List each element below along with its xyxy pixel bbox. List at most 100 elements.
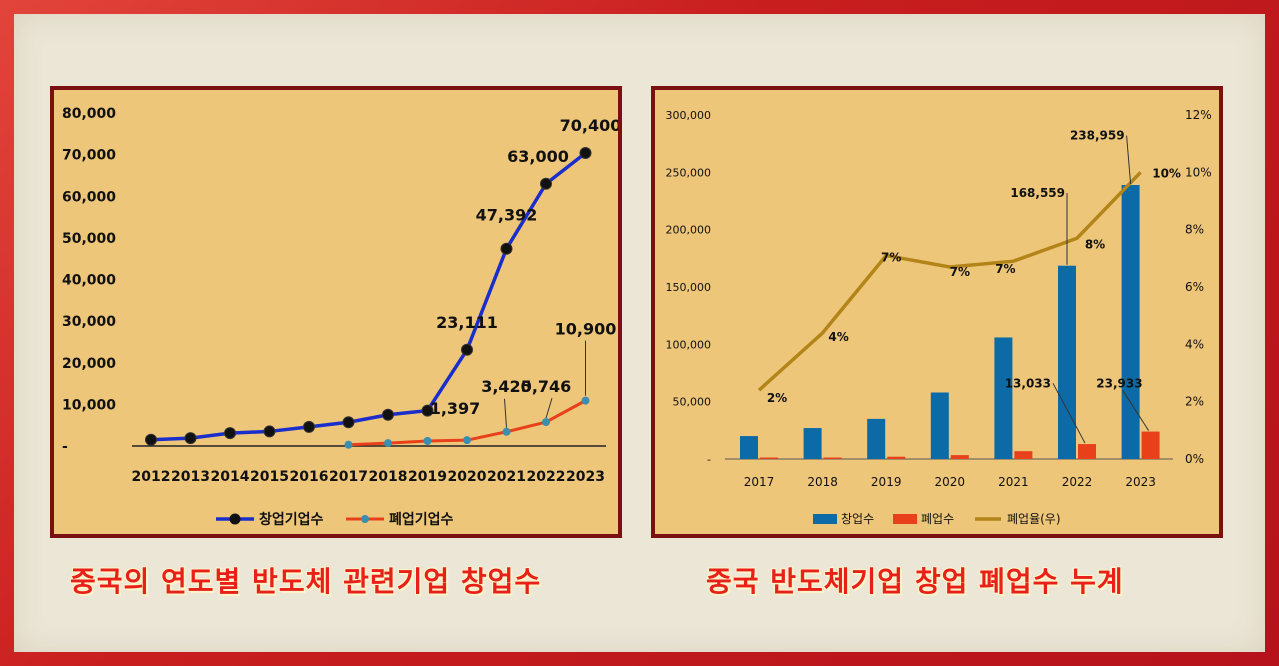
- rate-label: 7%: [995, 262, 1015, 276]
- label-leader: [1122, 389, 1150, 431]
- data-label: 10,900: [555, 320, 617, 339]
- label-leader: [504, 398, 507, 428]
- data-point: [145, 433, 157, 446]
- y-tick-label: 30,000: [62, 314, 116, 330]
- legend-label: 창업수: [841, 512, 874, 526]
- rate-label: 4%: [828, 330, 848, 344]
- bar-label: 23,933: [1096, 376, 1142, 390]
- bar-closures: [1078, 444, 1096, 459]
- bar-closures: [1141, 431, 1160, 459]
- data-label: 23,111: [436, 313, 498, 332]
- bar-label: 13,033: [1005, 376, 1051, 390]
- bar-label: 168,559: [1010, 186, 1065, 200]
- chart-startups-panel: 80,000 70,000 60,000 50,000 40,000 30,000 20,0…: [50, 86, 622, 538]
- legend-swatch: [893, 514, 917, 524]
- bar-startups: [1058, 265, 1076, 459]
- x-tick-label: 2015: [250, 469, 289, 485]
- y-tick-label: 10,000: [62, 397, 116, 413]
- data-point: [342, 416, 355, 429]
- legend-label: 폐업기업수: [389, 512, 454, 528]
- data-label: 70,400: [560, 116, 618, 135]
- y-left-tick-label: 50,000: [673, 396, 712, 409]
- data-point: [542, 418, 550, 427]
- y-right-tick-label: 4%: [1185, 337, 1204, 351]
- y-left-tick-label: 150,000: [666, 281, 712, 294]
- x-tick-label: 2014: [211, 469, 250, 485]
- y-tick-label: 40,000: [62, 273, 116, 289]
- series-line: [150, 151, 587, 442]
- data-point: [423, 437, 432, 446]
- x-tick-label: 2012: [132, 469, 171, 485]
- x-tick-label: 2023: [1125, 475, 1156, 489]
- y-left-tick-label: 250,000: [666, 166, 712, 179]
- x-tick-label: 2020: [935, 475, 966, 489]
- legend-marker: [229, 513, 241, 525]
- bar-startups: [930, 392, 949, 459]
- y-right-tick-label: 6%: [1185, 280, 1204, 294]
- y-tick-label: -: [62, 439, 68, 455]
- data-point: [461, 343, 473, 356]
- bar-closures: [950, 455, 969, 459]
- y-tick-label: 20,000: [62, 356, 116, 372]
- y-tick-label: 80,000: [62, 106, 116, 122]
- data-label: 47,392: [476, 206, 538, 225]
- bar-closures: [1014, 451, 1033, 459]
- label-leader: [1126, 135, 1132, 185]
- x-tick-label: 2013: [171, 469, 210, 485]
- x-tick-label: 2016: [290, 469, 329, 485]
- cumulative-bar-chart: 300,000 250,000 200,000 150,000 100,000 50,00…: [666, 108, 1212, 526]
- data-label: 63,000: [507, 147, 569, 166]
- x-tick-label: 2017: [329, 469, 368, 485]
- data-point: [384, 439, 392, 448]
- legend-label: 폐업수: [921, 512, 954, 526]
- label-leader: [1052, 383, 1086, 444]
- legend-label: 창업기업수: [259, 511, 324, 528]
- rate-label: 8%: [1085, 237, 1105, 251]
- rate-label: 7%: [950, 265, 970, 279]
- y-right-tick-label: 8%: [1185, 223, 1204, 237]
- x-tick-label: 2021: [998, 475, 1029, 489]
- data-label: 1,397: [430, 399, 481, 418]
- rate-label: 7%: [881, 250, 901, 264]
- y-right-tick-label: 12%: [1185, 108, 1212, 122]
- y-left-tick-label: 100,000: [666, 338, 712, 351]
- x-tick-label: 2018: [369, 469, 408, 485]
- y-tick-label: 50,000: [62, 231, 116, 247]
- rate-line: [757, 171, 1142, 392]
- bar-closures: [887, 456, 906, 459]
- data-point: [303, 420, 315, 433]
- x-tick-label: 2022: [1062, 475, 1093, 489]
- data-point: [463, 436, 471, 445]
- bar-startups: [1121, 184, 1140, 459]
- x-tick-label: 2019: [408, 469, 447, 485]
- x-tick-label: 2017: [744, 475, 775, 489]
- x-tick-label: 2018: [807, 475, 838, 489]
- data-point: [344, 440, 353, 449]
- bar-startups: [994, 337, 1013, 459]
- data-point: [502, 427, 511, 436]
- y-right-tick-label: 10%: [1185, 165, 1212, 179]
- x-tick-label: 2022: [527, 469, 566, 485]
- legend-swatch: [813, 514, 837, 524]
- y-left-tick-label: -: [707, 453, 711, 466]
- data-point: [382, 408, 394, 421]
- x-tick-label: 2023: [566, 469, 605, 485]
- data-point: [581, 396, 590, 405]
- left-caption: 중국의 연도별 반도체 관련기업 창업수: [70, 565, 542, 598]
- bar-startups: [803, 428, 822, 459]
- data-point: [500, 242, 513, 255]
- bar-label: 238,959: [1070, 129, 1125, 143]
- data-label: 5,746: [521, 377, 572, 396]
- data-point: [579, 146, 592, 159]
- data-point: [263, 425, 276, 438]
- y-left-tick-label: 300,000: [666, 109, 712, 122]
- y-tick-label: 70,000: [62, 148, 116, 164]
- right-caption: 중국 반도체기업 창업 폐업수 누계: [706, 565, 1124, 598]
- chart-cumulative-panel: 300,000 250,000 200,000 150,000 100,000 50,00…: [651, 86, 1223, 538]
- bar-startups: [867, 418, 886, 459]
- y-left-tick-label: 200,000: [666, 224, 712, 237]
- rate-label: 10%: [1152, 166, 1181, 180]
- data-point: [224, 427, 236, 440]
- y-tick-label: 60,000: [62, 189, 116, 205]
- legend-marker: [361, 515, 369, 523]
